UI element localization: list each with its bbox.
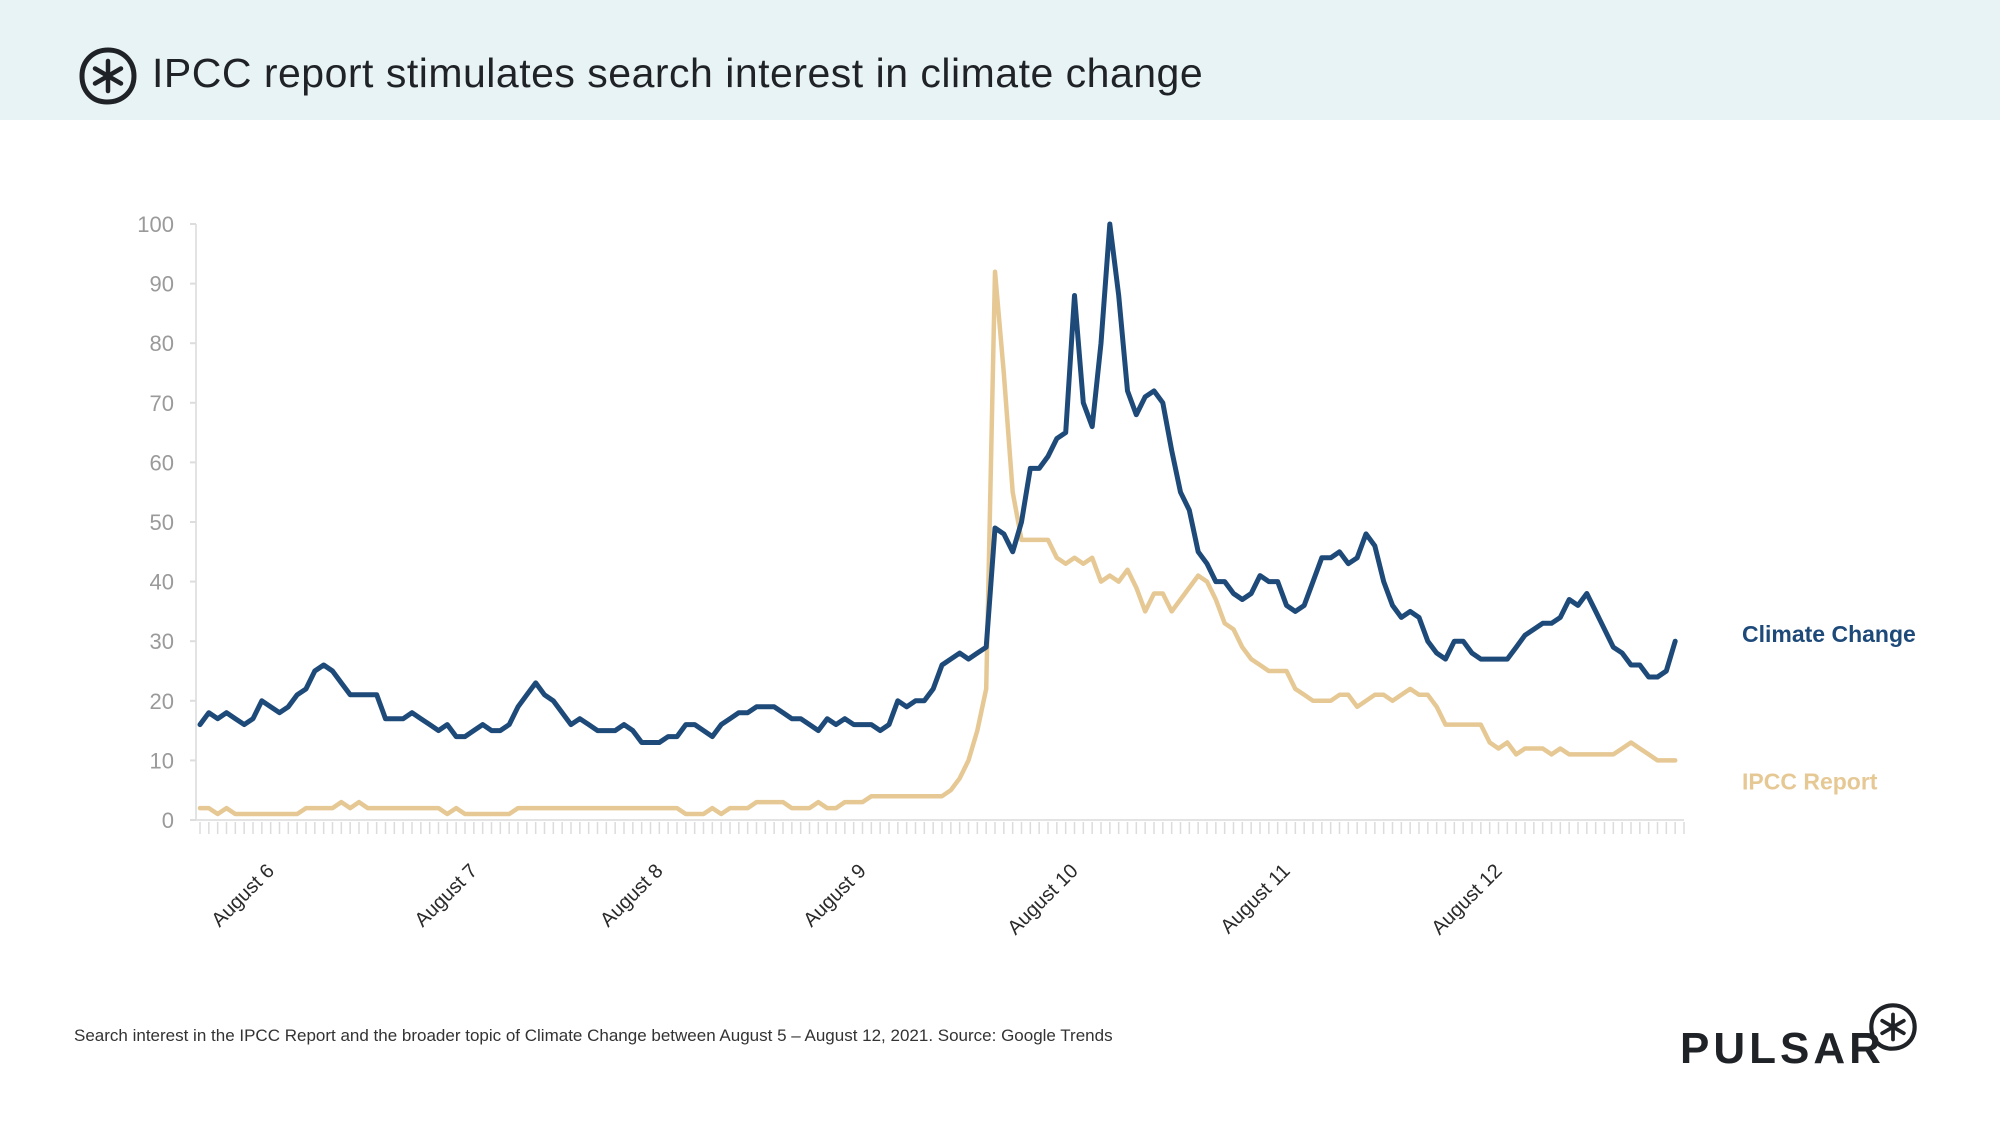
y-tick-label: 80 [150,331,174,356]
y-tick-label: 0 [162,808,174,833]
asterisk-circle-logo-icon [1869,1003,1917,1051]
brand-wordmark: PULSAR [1680,1024,1885,1073]
legend-label-climate-change: Climate Change [1742,621,1916,647]
x-tick-label: August 11 [1217,860,1295,938]
asterisk-circle-logo-icon [79,47,137,105]
header-banner: IPCC report stimulates search interest i… [0,0,2000,120]
chart-caption: Search interest in the IPCC Report and t… [74,1026,1113,1045]
y-tick-label: 70 [150,391,174,416]
y-tick-label: 50 [150,510,174,535]
y-tick-label: 60 [150,450,174,475]
y-tick-label: 40 [150,570,174,595]
y-tick-label: 20 [150,689,174,714]
y-tick-label: 10 [150,748,174,773]
series-line-climate-change [197,221,1678,745]
x-tick-label: August 9 [799,860,870,931]
legend-label-ipcc-report: IPCC Report [1742,768,1878,794]
x-tick-label: August 12 [1427,860,1506,939]
x-tick-label: August 6 [207,860,278,931]
series-line-ipcc-report [197,269,1678,817]
y-tick-label: 30 [150,629,174,654]
x-tick-label: August 8 [596,860,667,931]
y-tick-label: 90 [150,272,174,297]
page-title: IPCC report stimulates search interest i… [152,50,1204,96]
y-tick-label: 100 [137,212,174,237]
x-tick-label: August 10 [1003,860,1082,939]
x-tick-label: August 7 [411,860,482,931]
